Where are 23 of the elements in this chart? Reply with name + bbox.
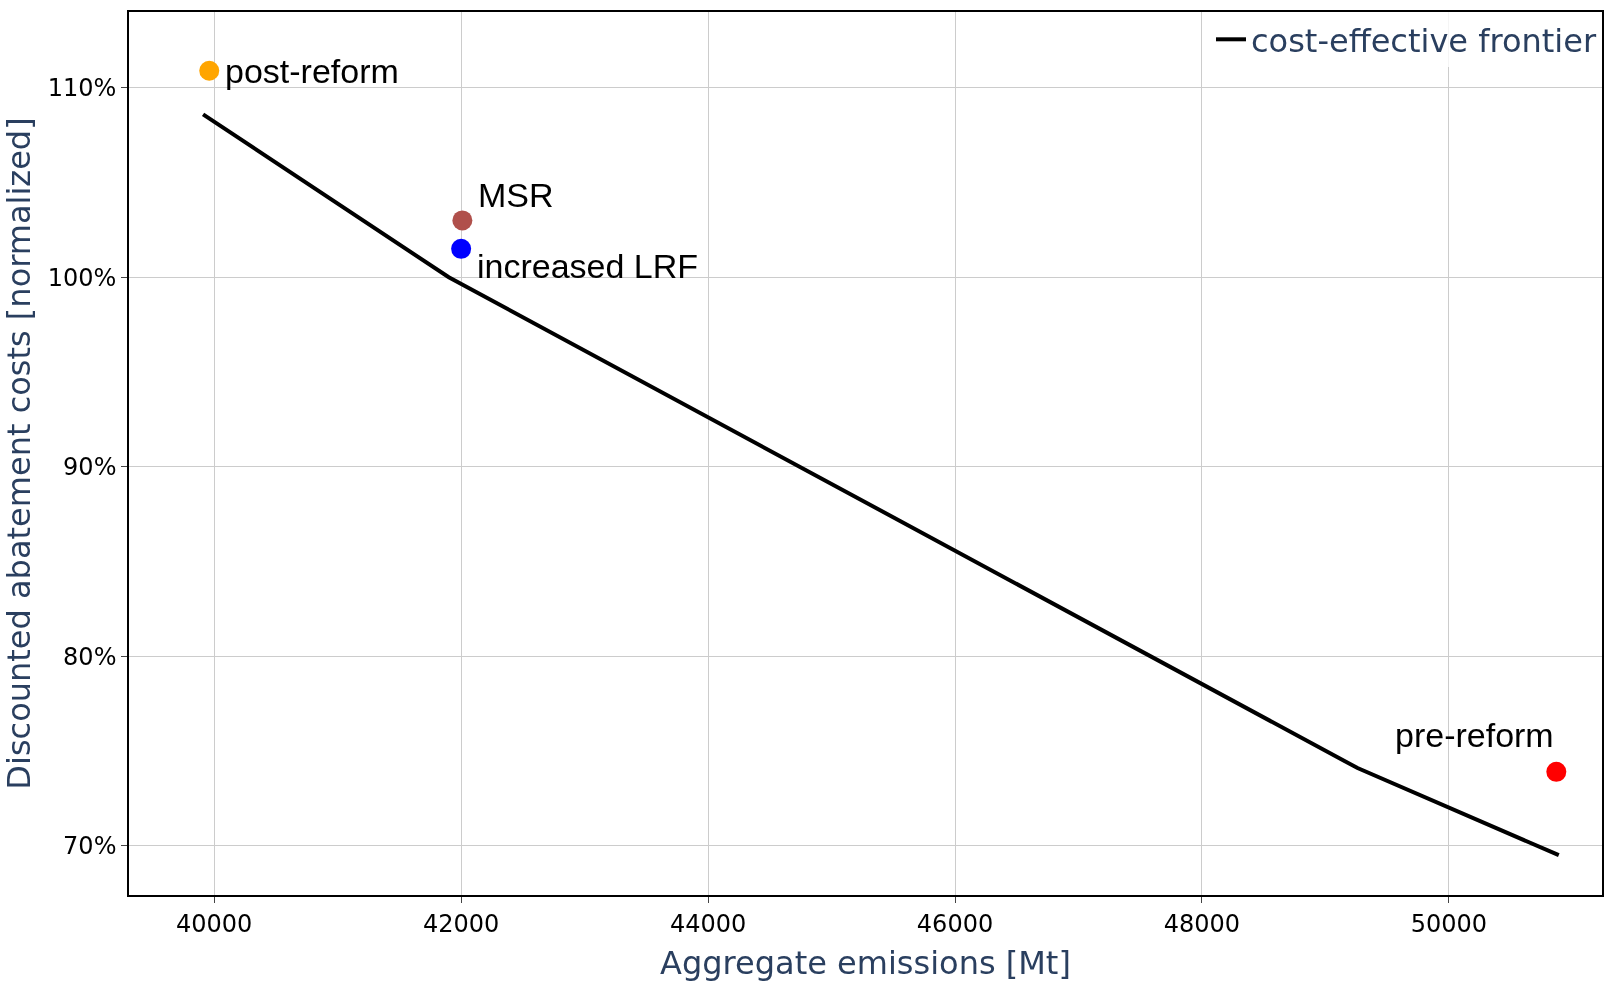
y-tick-label: 110% [47,74,117,103]
x-tick-label: 42000 [422,909,500,938]
annotation: increased LRF [477,247,699,285]
x-tick-label: 50000 [1410,909,1488,938]
annotation: pre-reform [1395,716,1554,754]
x-tick-label: 48000 [1163,909,1241,938]
x-tick-label: 40000 [176,909,253,938]
point [1546,761,1567,782]
line-series [201,112,1561,858]
point [451,238,472,259]
annotation: post-reform [225,52,399,90]
y-tick-label: 70% [63,832,117,861]
x-tick-label: 44000 [669,909,747,938]
x-axis-title: Aggregate emissions [Mt] [660,943,1071,982]
y-tick-label: 100% [47,263,117,292]
point [199,60,220,81]
annotation: MSR [478,176,554,214]
y-tick-label: 80% [63,642,117,671]
point [452,210,473,231]
y-tick-label: 90% [63,453,117,482]
y-axis-title: Discounted abatement costs [normalized] [0,117,38,790]
legend-label: cost-effective frontier [1251,21,1597,60]
x-tick-label: 46000 [916,909,994,938]
